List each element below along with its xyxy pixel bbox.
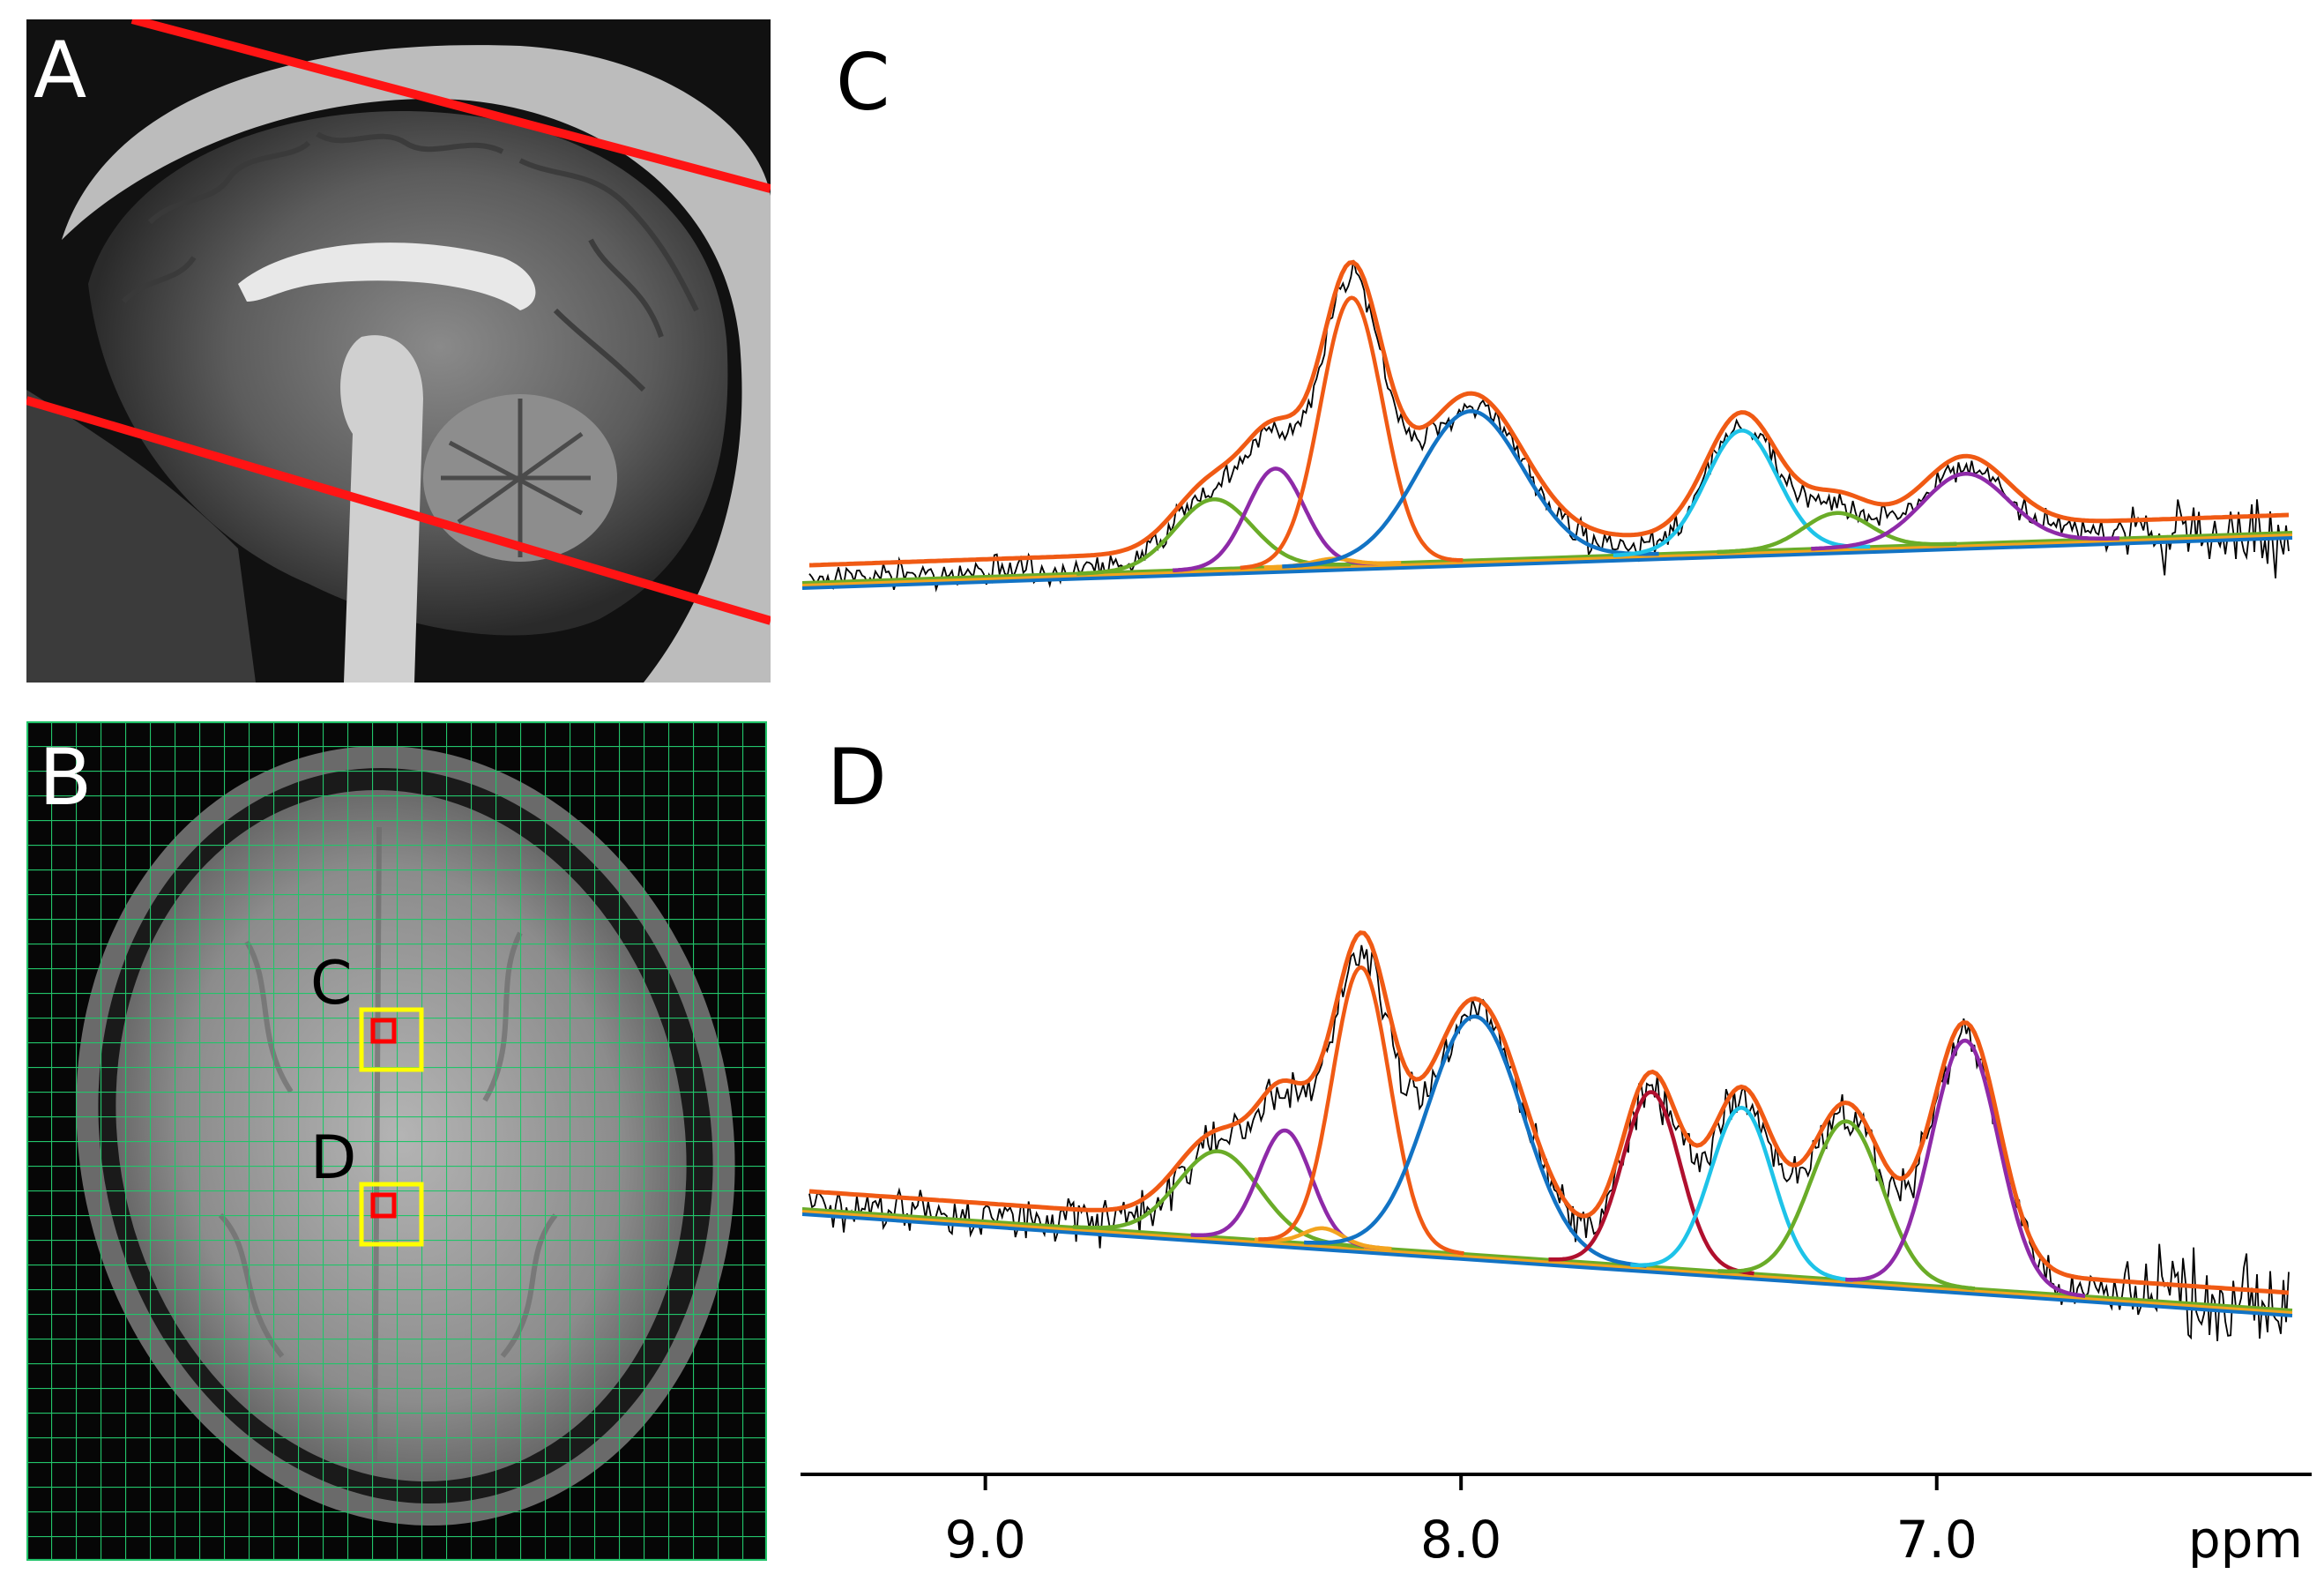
component-peak-crimson-7p6 <box>1548 1090 1754 1276</box>
panel-label-a: A <box>34 25 87 116</box>
axial-mri-image: C D <box>26 720 768 1562</box>
sagittal-mri-image <box>25 15 772 683</box>
x-tick-label-9p0: 9.0 <box>945 1510 1026 1570</box>
slice-line-lower <box>25 396 772 625</box>
panel-a: A <box>25 15 772 683</box>
total-fit-line <box>808 259 2290 568</box>
voxel-d-inner-box[interactable] <box>370 1192 397 1219</box>
x-axis-label: ppm <box>2188 1510 2303 1570</box>
panel-label-b: B <box>39 732 93 823</box>
component-peak-blue-7p97 <box>1303 1014 1647 1268</box>
raw-spectrum-line <box>808 944 2290 1342</box>
voxel-c-inner-box[interactable] <box>370 1018 397 1044</box>
component-peak-purple-6p94 <box>1845 1038 2086 1298</box>
component-peak-green-8p51 <box>1072 1149 1365 1250</box>
slice-line-upper <box>130 15 772 193</box>
baseline-orange-peak <box>801 1210 2293 1315</box>
baseline-orange-peak <box>801 533 2293 587</box>
x-axis: 9.0 8.0 7.0 ppm <box>801 1473 2312 1570</box>
panel-label-c: C <box>836 37 890 128</box>
voxel-label-d: D <box>310 1123 356 1193</box>
component-peak-orange-main-8p21 <box>1258 965 1464 1256</box>
component-peak-cyan-7p41 <box>1613 429 1871 558</box>
panel-label-d: D <box>827 732 887 823</box>
voxel-c-outer-box[interactable] <box>359 1007 424 1072</box>
component-peak-blue-7p98 <box>1282 409 1659 569</box>
component-peak-green-7p19 <box>1717 1119 1976 1291</box>
spectrum-d <box>801 930 2293 1342</box>
component-peak-orange-peak-8p29 <box>1254 1226 1392 1251</box>
baseline-green <box>801 1207 2293 1312</box>
voxel-label-c: C <box>310 949 352 1018</box>
voxel-d-outer-box[interactable] <box>359 1182 424 1247</box>
spectrum-c <box>801 259 2293 593</box>
baseline-blue <box>801 536 2293 590</box>
baseline-green <box>801 531 2293 585</box>
x-tick-label-8p0: 8.0 <box>1420 1510 1501 1570</box>
component-peak-cyan-7p41 <box>1630 1106 1854 1283</box>
baseline-blue <box>801 1212 2293 1317</box>
component-peak-orange-main-8p23 <box>1240 295 1464 571</box>
total-fit-line <box>808 930 2290 1295</box>
component-peak-purple-8p37 <box>1190 1128 1380 1250</box>
component-peak-purple-6p94 <box>1811 472 2119 551</box>
x-tick-label-7p0: 7.0 <box>1896 1510 1978 1570</box>
component-peak-green-7p21 <box>1717 511 1957 555</box>
panel-b: C D B <box>26 720 768 1562</box>
